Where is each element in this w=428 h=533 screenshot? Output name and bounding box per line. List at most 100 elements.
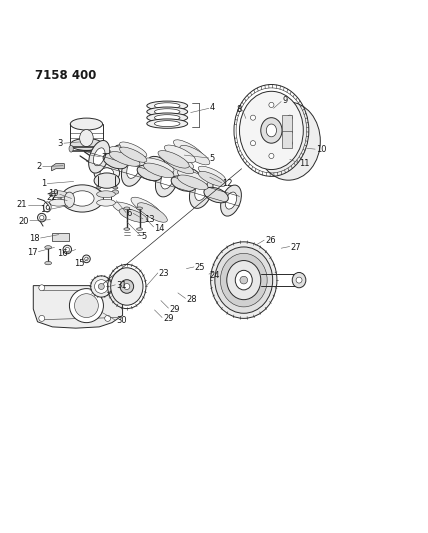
Ellipse shape — [147, 113, 187, 123]
Ellipse shape — [155, 115, 180, 120]
Ellipse shape — [69, 288, 104, 322]
Text: 22: 22 — [46, 193, 56, 201]
Text: 14: 14 — [155, 224, 165, 233]
Ellipse shape — [147, 107, 187, 116]
Ellipse shape — [147, 101, 187, 110]
Text: 5: 5 — [210, 154, 215, 163]
Text: 4: 4 — [210, 102, 215, 111]
Ellipse shape — [155, 162, 179, 197]
Ellipse shape — [69, 146, 73, 152]
Polygon shape — [33, 286, 122, 328]
Ellipse shape — [171, 176, 196, 191]
Ellipse shape — [49, 199, 68, 206]
Polygon shape — [52, 233, 69, 241]
Ellipse shape — [215, 247, 273, 313]
Ellipse shape — [235, 270, 252, 290]
Ellipse shape — [266, 124, 276, 137]
Polygon shape — [282, 131, 292, 148]
Text: 9: 9 — [282, 96, 287, 105]
Ellipse shape — [113, 202, 141, 216]
Ellipse shape — [89, 141, 110, 173]
Text: 8: 8 — [236, 104, 242, 114]
Ellipse shape — [178, 175, 208, 190]
Text: 21: 21 — [16, 200, 27, 209]
Ellipse shape — [137, 228, 143, 230]
Text: 6: 6 — [127, 209, 132, 218]
Ellipse shape — [91, 276, 112, 297]
Polygon shape — [51, 164, 64, 171]
Ellipse shape — [161, 169, 174, 189]
Ellipse shape — [49, 191, 68, 198]
Ellipse shape — [240, 91, 303, 169]
Ellipse shape — [113, 145, 132, 158]
Text: 31: 31 — [116, 281, 127, 290]
Text: 13: 13 — [144, 215, 155, 224]
Ellipse shape — [112, 190, 119, 194]
Circle shape — [39, 316, 45, 321]
Circle shape — [65, 247, 69, 252]
Circle shape — [38, 213, 46, 222]
Ellipse shape — [103, 154, 128, 169]
Ellipse shape — [164, 145, 196, 163]
Ellipse shape — [111, 268, 143, 305]
Ellipse shape — [94, 164, 119, 182]
Ellipse shape — [211, 242, 277, 318]
Ellipse shape — [100, 168, 114, 178]
Circle shape — [269, 102, 274, 108]
Text: 29: 29 — [169, 304, 180, 313]
Ellipse shape — [110, 151, 140, 166]
Ellipse shape — [261, 118, 282, 143]
Circle shape — [269, 154, 274, 158]
Ellipse shape — [143, 158, 174, 173]
Ellipse shape — [120, 280, 134, 293]
Ellipse shape — [181, 168, 200, 182]
Ellipse shape — [148, 156, 166, 170]
Circle shape — [287, 141, 292, 146]
Ellipse shape — [97, 191, 116, 198]
Text: 24: 24 — [210, 271, 220, 279]
Ellipse shape — [119, 147, 147, 162]
Text: 7158 400: 7158 400 — [36, 69, 97, 82]
Circle shape — [287, 115, 292, 120]
Text: 29: 29 — [163, 314, 173, 323]
Text: 11: 11 — [299, 159, 309, 168]
Text: 27: 27 — [291, 243, 301, 252]
Text: 3: 3 — [58, 139, 63, 148]
Ellipse shape — [95, 190, 102, 194]
Circle shape — [63, 245, 71, 254]
Ellipse shape — [95, 280, 108, 293]
Ellipse shape — [198, 166, 226, 181]
Ellipse shape — [180, 146, 210, 165]
Ellipse shape — [70, 191, 94, 206]
Circle shape — [250, 115, 256, 120]
Text: 1: 1 — [41, 179, 46, 188]
Circle shape — [40, 215, 44, 220]
Ellipse shape — [137, 203, 167, 222]
Circle shape — [105, 285, 111, 290]
Text: 16: 16 — [56, 249, 67, 259]
Circle shape — [83, 255, 90, 263]
Ellipse shape — [45, 246, 51, 249]
Ellipse shape — [220, 185, 241, 216]
Circle shape — [39, 285, 45, 290]
Ellipse shape — [143, 163, 174, 177]
Ellipse shape — [70, 118, 103, 130]
Ellipse shape — [220, 253, 267, 307]
Ellipse shape — [155, 103, 180, 109]
Text: 15: 15 — [74, 259, 84, 268]
Ellipse shape — [166, 158, 193, 174]
Text: 19: 19 — [48, 189, 59, 198]
Text: 18: 18 — [29, 235, 40, 244]
Text: 23: 23 — [159, 269, 169, 278]
Ellipse shape — [173, 140, 203, 159]
Ellipse shape — [113, 187, 118, 189]
Polygon shape — [282, 115, 292, 132]
Text: 28: 28 — [186, 295, 197, 304]
Ellipse shape — [195, 181, 208, 200]
Circle shape — [250, 141, 256, 146]
Ellipse shape — [198, 171, 226, 187]
Text: 20: 20 — [18, 216, 29, 225]
Ellipse shape — [178, 170, 208, 184]
Ellipse shape — [119, 208, 147, 222]
Ellipse shape — [64, 192, 74, 207]
